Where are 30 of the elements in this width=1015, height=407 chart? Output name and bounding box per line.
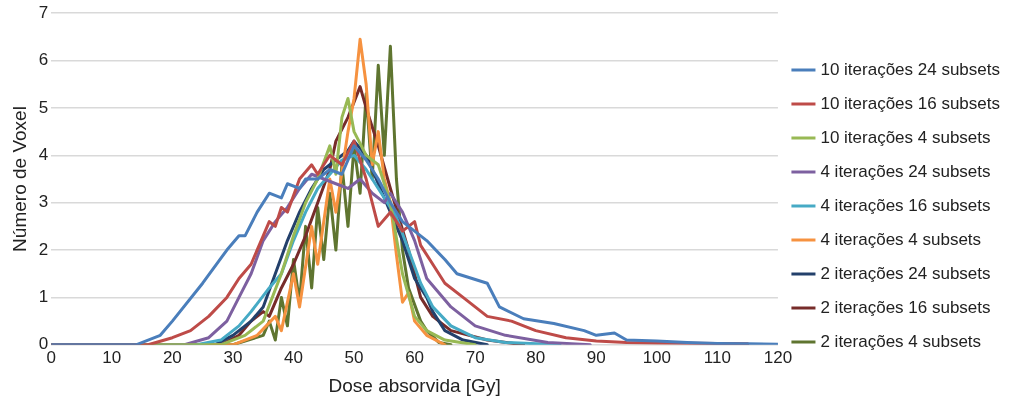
y-tick-label: 2 <box>38 239 49 259</box>
x-tick-label: 100 <box>642 347 672 367</box>
x-tick-label: 90 <box>586 347 606 367</box>
x-tick-label: 10 <box>102 347 122 367</box>
x-tick-label: 60 <box>405 347 425 367</box>
x-tick-label: 120 <box>763 347 793 367</box>
legend-label: 4 iterações 24 subsets <box>820 161 991 181</box>
legend-label: 2 iterações 4 subsets <box>820 331 982 351</box>
legend-label: 10 iterações 4 subsets <box>820 127 991 147</box>
x-tick-label: 80 <box>526 347 546 367</box>
x-axis-title: Dose absorvida [Gy] <box>328 374 501 396</box>
x-tick-label: 40 <box>284 347 303 367</box>
y-tick-label: 4 <box>38 145 49 164</box>
x-tick-label: 30 <box>223 347 243 367</box>
legend-label: 10 iterações 24 subsets <box>820 59 1001 79</box>
y-tick-label: 7 <box>38 2 49 22</box>
y-tick-label: 1 <box>38 287 49 307</box>
y-tick-label: 3 <box>38 192 49 212</box>
x-tick-label: 20 <box>162 347 182 367</box>
legend-label: 2 iterações 24 subsets <box>820 263 991 283</box>
y-tick-label: 6 <box>38 50 49 70</box>
x-tick-label: 50 <box>344 347 364 367</box>
x-tick-label: 70 <box>465 347 485 367</box>
legend-label: 4 iterações 16 subsets <box>820 195 991 215</box>
y-tick-label: 5 <box>38 97 49 117</box>
x-tick-label: 110 <box>703 347 731 367</box>
legend-label: 2 iterações 16 subsets <box>820 297 991 317</box>
legend-label: 4 iterações 4 subsets <box>820 229 982 249</box>
y-axis-title: Número de Voxel <box>8 106 30 252</box>
legend-label: 10 iterações 16 subsets <box>820 93 1001 113</box>
